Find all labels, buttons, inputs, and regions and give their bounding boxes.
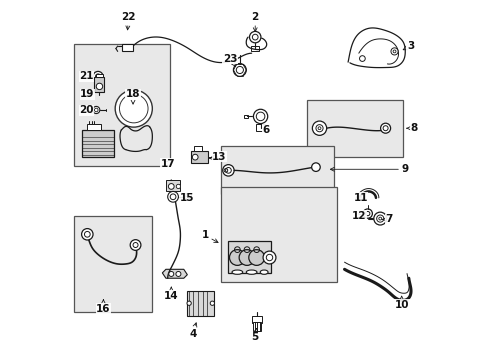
Text: 5: 5 <box>251 328 258 342</box>
Text: 19: 19 <box>80 89 94 99</box>
Text: 2: 2 <box>251 13 258 32</box>
Text: 3: 3 <box>403 41 413 51</box>
Text: 7: 7 <box>381 214 392 224</box>
Text: 23: 23 <box>223 54 237 67</box>
Circle shape <box>229 249 244 265</box>
Text: 9: 9 <box>330 164 408 174</box>
Bar <box>244 114 247 118</box>
Circle shape <box>253 109 267 123</box>
Bar <box>306 100 403 157</box>
Circle shape <box>130 240 141 250</box>
Ellipse shape <box>246 270 257 274</box>
Text: 12: 12 <box>351 211 366 221</box>
Bar <box>255 124 264 131</box>
Text: 13: 13 <box>208 152 226 162</box>
Circle shape <box>176 184 180 189</box>
Circle shape <box>390 48 397 55</box>
Circle shape <box>359 56 365 62</box>
Circle shape <box>168 184 174 189</box>
Circle shape <box>115 90 152 127</box>
Circle shape <box>263 251 275 264</box>
Circle shape <box>233 64 246 76</box>
Bar <box>228 241 271 273</box>
Circle shape <box>373 212 386 225</box>
Bar <box>190 152 207 163</box>
Text: 11: 11 <box>353 193 367 203</box>
Circle shape <box>176 271 181 276</box>
Text: 14: 14 <box>163 287 178 301</box>
Circle shape <box>192 154 198 160</box>
Ellipse shape <box>231 270 242 274</box>
Circle shape <box>168 271 173 276</box>
Bar <box>86 123 101 130</box>
Circle shape <box>311 163 320 171</box>
Circle shape <box>81 229 93 240</box>
Circle shape <box>380 123 390 133</box>
Bar <box>82 130 114 157</box>
Circle shape <box>312 121 326 135</box>
Text: 10: 10 <box>394 296 408 310</box>
Circle shape <box>184 194 189 199</box>
Circle shape <box>93 107 100 113</box>
Bar <box>183 193 190 201</box>
Bar <box>74 216 152 312</box>
Circle shape <box>248 249 264 265</box>
Text: 22: 22 <box>121 13 135 30</box>
Bar <box>187 291 214 316</box>
Bar <box>122 44 133 51</box>
Bar <box>94 77 104 93</box>
Circle shape <box>210 301 214 305</box>
Text: 16: 16 <box>96 300 110 314</box>
Bar <box>251 316 262 323</box>
Bar <box>74 44 170 166</box>
Ellipse shape <box>260 270 267 274</box>
Text: 21: 21 <box>79 71 94 81</box>
Text: 8: 8 <box>406 123 417 133</box>
Text: 18: 18 <box>125 89 140 104</box>
Circle shape <box>239 249 254 265</box>
Bar <box>165 180 180 191</box>
Bar <box>221 187 337 282</box>
Bar <box>194 146 201 152</box>
Circle shape <box>222 165 234 176</box>
Text: 4: 4 <box>189 323 197 339</box>
Circle shape <box>213 155 217 159</box>
Polygon shape <box>162 269 187 278</box>
Text: 6: 6 <box>261 123 269 135</box>
Bar <box>95 74 102 77</box>
Circle shape <box>167 192 178 202</box>
Circle shape <box>363 209 372 218</box>
Bar <box>252 322 261 331</box>
Text: 17: 17 <box>160 159 175 169</box>
Text: 15: 15 <box>180 193 194 203</box>
Bar <box>251 46 259 51</box>
Bar <box>221 146 333 194</box>
Text: 1: 1 <box>201 230 218 243</box>
Circle shape <box>249 31 261 43</box>
Text: 20: 20 <box>79 105 94 115</box>
Circle shape <box>93 71 103 81</box>
Circle shape <box>96 83 102 90</box>
Circle shape <box>186 301 191 305</box>
